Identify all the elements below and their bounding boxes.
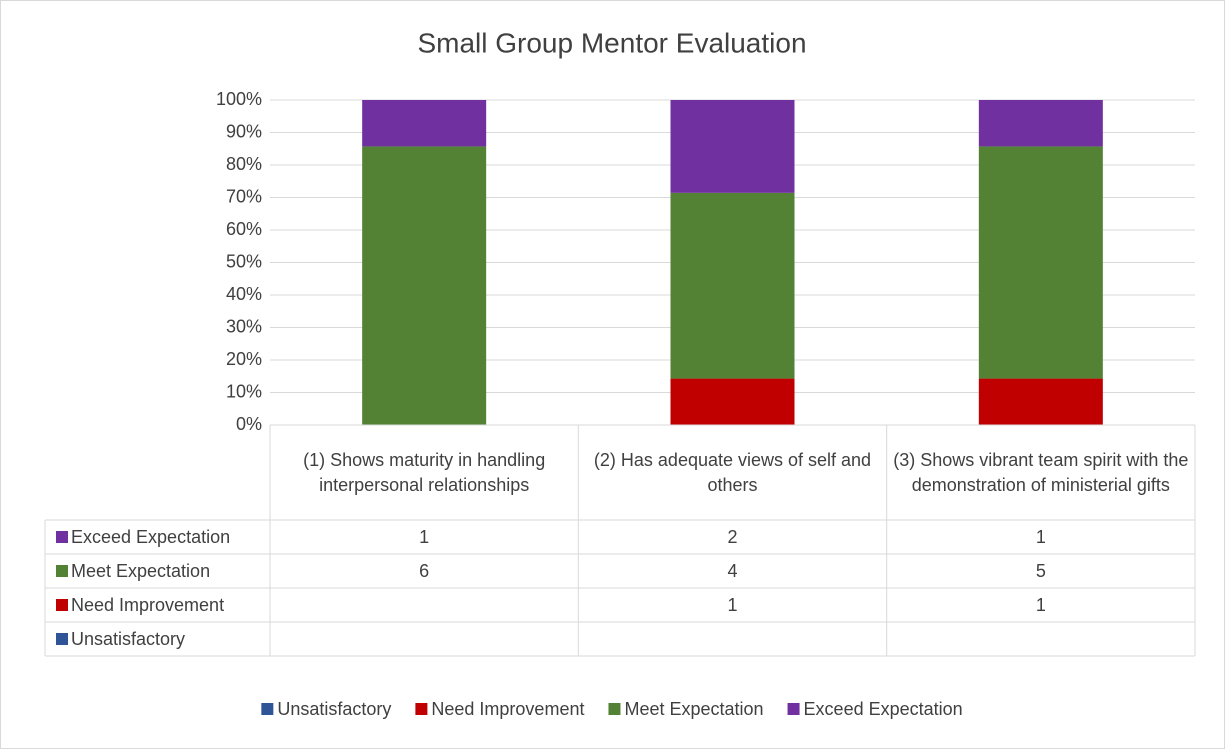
y-tick-label: 80% [226, 154, 262, 174]
table-value: 1 [1036, 527, 1046, 547]
y-tick-label: 0% [236, 414, 262, 434]
table-value: 1 [727, 595, 737, 615]
table-value: 6 [419, 561, 429, 581]
y-tick-label: 50% [226, 251, 262, 271]
legend-key [56, 599, 68, 611]
y-tick-label: 70% [226, 186, 262, 206]
legend-key [787, 703, 800, 715]
table-value: 5 [1036, 561, 1046, 581]
legend-key [261, 703, 274, 715]
legend-label: Meet Expectation [624, 699, 763, 719]
y-tick-label: 40% [226, 284, 262, 304]
table-row-label: Unsatisfactory [71, 629, 185, 649]
x-tick-label: (1) Shows maturity in handling interpers… [303, 449, 546, 495]
legend-key [56, 633, 68, 645]
legend-key [56, 565, 68, 577]
x-category-cell: (2) Has adequate views of self and other… [593, 449, 872, 495]
x-tick-label: (2) Has adequate views of self and other… [593, 449, 872, 495]
bar-segment [362, 146, 487, 425]
y-tick-label: 60% [226, 219, 262, 239]
table-value: 1 [419, 527, 429, 547]
bar-segment [362, 100, 487, 147]
y-tick-label: 90% [226, 121, 262, 141]
y-tick-label: 10% [226, 381, 262, 401]
table-value: 2 [727, 527, 737, 547]
legend-key [56, 531, 68, 543]
legend: Unsatisfactory Need Improvement Meet Expec… [261, 699, 963, 719]
legend-key [608, 703, 621, 715]
bar-segment [670, 100, 795, 193]
legend-label: Exceed Expectation [804, 699, 963, 719]
x-category-cell: (1) Shows maturity in handling interpers… [303, 449, 546, 495]
bar-segment [670, 192, 795, 379]
y-tick-label: 100% [216, 89, 262, 109]
y-tick-label: 30% [226, 316, 262, 336]
chart-title: Small Group Mentor Evaluation [417, 27, 806, 58]
x-category-cell: (3) Shows vibrant team spirit with the d… [893, 449, 1189, 495]
legend-label: Unsatisfactory [277, 699, 391, 719]
y-tick-label: 20% [226, 349, 262, 369]
table-value: 1 [1036, 595, 1046, 615]
bar-segment [978, 100, 1103, 147]
x-tick-label: (3) Shows vibrant team spirit with the d… [893, 449, 1189, 495]
bar-segment [978, 378, 1103, 425]
table-value: 4 [727, 561, 737, 581]
table-row-label: Meet Expectation [71, 561, 210, 581]
table-row-label: Need Improvement [71, 595, 224, 615]
bar-segment [670, 378, 795, 425]
legend-key [415, 703, 428, 715]
table-row-label: Exceed Expectation [71, 527, 230, 547]
bar-segment [978, 146, 1103, 379]
legend-label: Need Improvement [431, 699, 584, 719]
